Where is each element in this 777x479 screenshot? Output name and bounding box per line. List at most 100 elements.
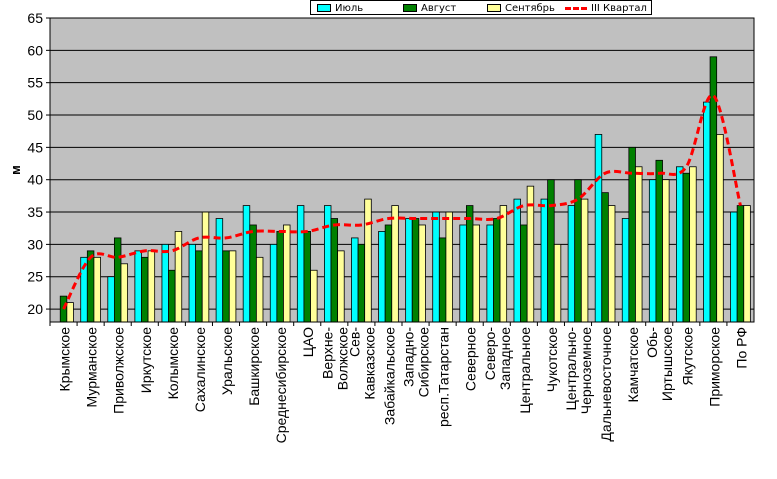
x-tick-label-line: Приморское [706,327,722,407]
x-tick-label: Сахалинское [192,327,208,412]
x-tick-label-line: Черноземное [578,327,594,414]
x-tick-label: Крымское [57,327,73,392]
x-tick-label-line: Уральское [219,327,235,395]
bar-3 [228,250,237,323]
x-tick-label: Северо-Западное [482,327,513,390]
bar-2 [303,231,311,323]
bar-2 [547,179,555,323]
x-tick-label: Среднесибирское [273,327,289,444]
x-tick-label-line: Западно- [401,327,417,387]
x-tick-label: Центральное [517,327,533,414]
x-tick-label-line: Крымское [57,327,73,392]
bar-1 [540,198,549,323]
legend-line-quarter [565,6,587,10]
y-tick-label: 65 [27,10,43,26]
bar-2 [357,243,366,323]
bar-3 [120,263,128,323]
x-tick-label: Чукотское [544,327,560,392]
bar-1 [242,205,251,323]
bar-2 [736,205,745,323]
legend-swatch-july [317,4,331,12]
bar-2 [168,269,176,323]
x-tick-label-line: Сибирское [416,327,432,398]
bar-2 [113,237,122,323]
bar-1 [730,211,738,323]
legend-swatch-august [403,4,417,12]
bar-1 [567,205,576,323]
x-tick-label-line: ЦАО [300,327,316,357]
bar-3 [255,256,264,323]
x-tick-label-line: Чукотское [544,327,560,392]
bar-1 [296,205,305,323]
x-tick-label: Забайкальское [381,327,397,425]
bar-2 [249,224,257,323]
bar-3 [66,302,74,323]
y-tick-label: 55 [27,75,43,91]
legend: Июль Август Сентябрь III Квартал [310,0,652,15]
bar-1 [513,198,521,323]
bar-1 [269,243,278,323]
bar-1 [648,179,657,323]
bar-3 [689,166,697,323]
x-tick-label: Мурманское [84,327,100,408]
y-tick-label: 60 [27,42,43,58]
bar-2 [86,250,95,323]
bar-3 [201,211,210,323]
x-tick-label: Иркутское [138,327,154,393]
legend-item-quarter: III Квартал [565,2,647,14]
bar-3 [283,224,291,323]
bar-3 [147,250,156,323]
x-tick-label-line: Западное [497,327,513,390]
x-tick-label: Дальневосточное [598,327,614,442]
x-tick-label-line: респ.Татарстан [436,327,452,427]
x-tick-label: Башкирское [246,327,262,406]
bar-3 [418,224,426,323]
bar-3 [526,185,535,323]
bar-3 [93,256,101,323]
y-tick-label: 40 [27,172,43,188]
x-tick-label-line: Дальневосточное [598,327,614,442]
x-tick-label-line: Иркутское [138,327,154,393]
bar-1 [107,276,115,323]
x-tick-label-line: Башкирское [246,327,262,406]
bar-1 [188,243,197,323]
x-tick-label: Камчатское [625,327,641,403]
bar-2 [493,218,501,323]
x-tick-label: Западно-Сибирское [401,327,432,398]
bar-1 [676,166,684,323]
y-tick-label: 50 [27,107,43,123]
x-tick-label-line: Забайкальское [381,327,397,425]
bar-3 [662,179,670,323]
bar-3 [607,205,616,323]
bar-1 [703,101,711,323]
y-tick-label: 20 [27,301,43,317]
x-tick-label-line: По РФ [733,327,749,369]
bar-3 [743,205,751,323]
legend-item-august: Август [403,2,456,14]
x-tick-label-line: Центрально- [563,327,579,411]
bar-2 [411,218,420,323]
x-tick-label: Якутское [679,327,695,386]
bar-1 [161,243,169,323]
bar-3 [364,198,372,323]
x-tick-label-line: Северо- [482,327,498,381]
x-tick-label-line: Камчатское [625,327,641,403]
bar-1 [351,237,359,323]
y-axis-label: м [8,165,23,175]
x-tick-label-line: Мурманское [84,327,100,408]
x-tick-label-line: Приволжское [111,327,127,414]
bar-1 [594,134,603,323]
y-tick-label: 30 [27,236,43,252]
bar-1 [378,231,386,323]
x-tick-label-line: Центральное [517,327,533,414]
bar-1 [405,218,413,323]
bar-3 [580,198,589,323]
legend-label-september: Сентябрь [505,2,555,14]
bar-2 [520,224,528,323]
y-tick-label: 25 [27,269,43,285]
x-tick-label: Обь-Иртышское [644,327,675,401]
x-tick-label: Колымское [165,327,181,400]
x-tick-label-line: Кавказское [361,327,377,400]
bar-2 [601,192,609,323]
